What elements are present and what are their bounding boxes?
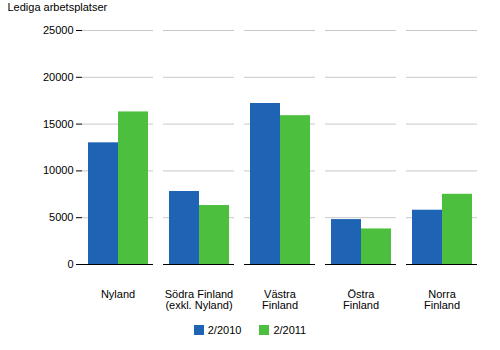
html-text:2/2011: 2/2011 xyxy=(273,324,307,336)
svg-text:15000: 15000 xyxy=(43,118,74,130)
svg-text:5000: 5000 xyxy=(49,211,73,223)
svg-text:0: 0 xyxy=(67,258,73,270)
svg-text:Nyland: Nyland xyxy=(101,288,135,300)
svg-text:25000: 25000 xyxy=(43,24,74,36)
svg-text:Södra Finland(exkl. Nyland): Södra Finland(exkl. Nyland) xyxy=(165,288,234,311)
svg-text:20000: 20000 xyxy=(43,71,74,83)
svg-text:VästraFinland: VästraFinland xyxy=(262,288,298,311)
svg-text:Lediga arbetsplatser: Lediga arbetsplatser xyxy=(8,1,108,13)
html-text:2/2010: 2/2010 xyxy=(207,324,242,336)
svg-text:NorraFinland: NorraFinland xyxy=(424,288,460,311)
svg-text:ÖstraFinland: ÖstraFinland xyxy=(343,288,379,311)
svg-text:10000: 10000 xyxy=(43,164,74,176)
